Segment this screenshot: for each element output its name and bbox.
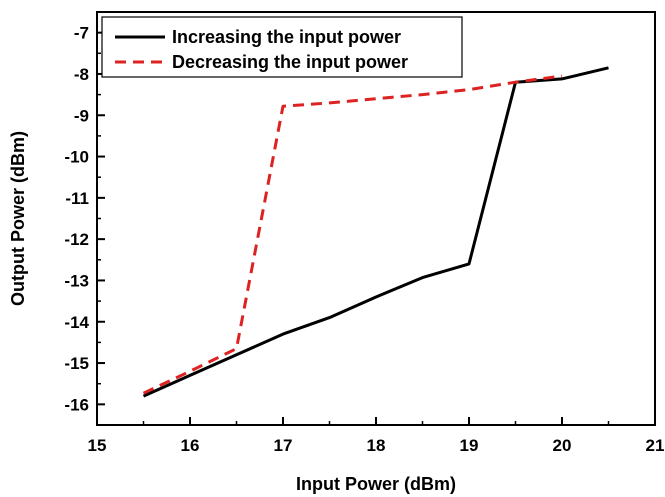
x-tick-label: 16 xyxy=(181,436,200,455)
y-tick-label: -10 xyxy=(64,148,89,167)
x-tick-label: 19 xyxy=(460,436,479,455)
x-tick-label: 21 xyxy=(646,436,665,455)
x-axis-title: Input Power (dBm) xyxy=(296,474,456,494)
y-axis: -16 -15 -14 -13 -12 -11 -10 -9 -8 -7 xyxy=(64,24,105,414)
y-axis-title: Output Power (dBm) xyxy=(8,131,28,306)
legend-label-decreasing: Decreasing the input power xyxy=(172,52,408,72)
y-tick-label: -11 xyxy=(65,189,89,208)
y-tick-label: -7 xyxy=(74,24,89,43)
series-line-increasing xyxy=(142,66,609,398)
y-tick-label: -13 xyxy=(64,271,89,290)
y-tick-label: -14 xyxy=(64,313,89,332)
legend-box xyxy=(101,16,463,78)
y-tick-label: -12 xyxy=(64,230,89,249)
plot-area xyxy=(142,66,609,398)
legend: Increasing the input power Decreasing th… xyxy=(101,16,463,78)
y-tick-label: -8 xyxy=(74,65,89,84)
x-tick-label: 15 xyxy=(88,436,107,455)
x-axis: 15 16 17 18 19 20 21 xyxy=(88,417,665,455)
y-tick-label: -16 xyxy=(64,395,89,414)
y-tick-label: -9 xyxy=(74,106,89,125)
legend-label-increasing: Increasing the input power xyxy=(172,27,401,47)
x-tick-label: 17 xyxy=(274,436,293,455)
series-line-decreasing xyxy=(142,74,563,395)
y-tick-label: -15 xyxy=(64,354,89,373)
x-tick-label: 20 xyxy=(553,436,572,455)
x-tick-label: 18 xyxy=(367,436,386,455)
